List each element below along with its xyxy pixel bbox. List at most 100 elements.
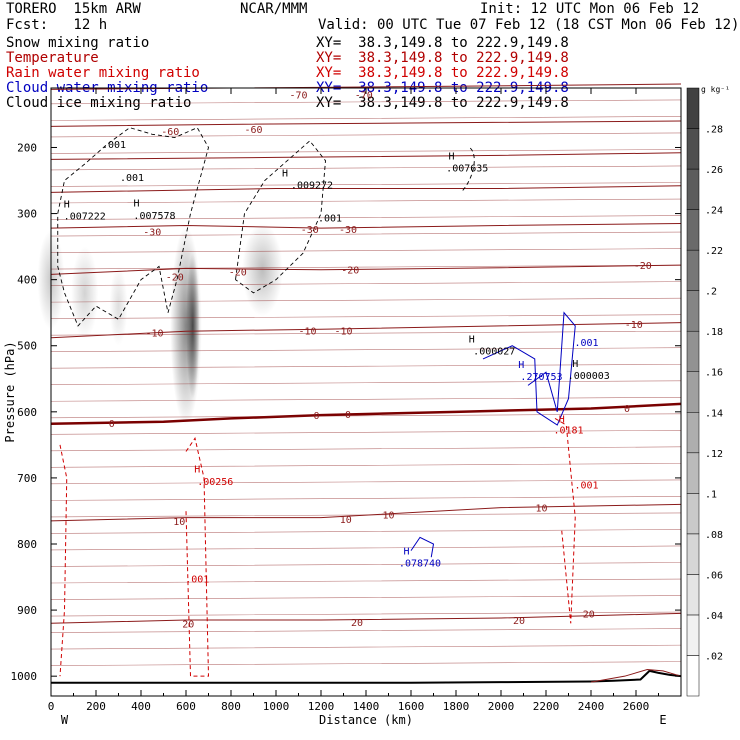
maximum-label: .001 [574,481,598,492]
maximum-label: .001 [120,173,144,184]
maximum-label: H [64,200,70,211]
temperature-contour [50,380,682,386]
temperature-label: -60 [244,125,262,136]
temperature-contour [50,496,682,501]
fcst-hour: Fcst: 12 h [6,17,108,33]
temperature-contour [50,322,682,339]
west-label: W [61,713,69,727]
maximum-label: .001 [185,574,209,585]
temperature-contour [50,512,682,518]
temperature-contour [50,545,682,551]
temperature-label: 20 [351,618,363,629]
temperature-contour [50,402,682,425]
x-tick-label: 2000 [488,700,515,713]
model-title: TORERO 15km ARW [6,1,141,17]
maximum-label: .007222 [64,212,106,223]
snow-shading-blob [242,223,283,316]
temperature-contour [50,413,682,419]
x-tick-label: 1000 [263,700,290,713]
colorbar-unit: g kg⁻¹ [701,85,730,94]
field-xy: XY= 38.3,149.8 to 222.9,149.8 [316,95,569,111]
maximum-label: H [559,414,565,425]
temperature-contour [50,479,682,485]
maximum-label: .001 [318,214,342,225]
temperature-contour [50,503,682,522]
maximum-label: .007578 [133,211,175,222]
maximum-label: .000027 [473,346,515,357]
maximum-label: .001 [574,338,598,349]
temperature-label: 20 [182,619,194,630]
colorbar-tick-label: .14 [705,408,723,419]
colorbar-tick-label: .18 [705,327,723,338]
maximum-label: .009272 [291,180,333,191]
x-tick-label: 2600 [623,700,650,713]
colorbar-segment [686,533,700,575]
field-name: Snow mixing ratio [6,35,150,51]
rain-contour [59,444,68,677]
temperature-label: -20 [341,266,359,277]
temperature-label: -60 [161,127,179,138]
field-xy: XY= 38.3,149.8 to 222.9,149.8 [316,35,569,51]
temperature-label: -20 [166,272,184,283]
init-time: Init: 12 UTC Mon 06 Feb 12 [480,1,700,17]
field-xy: XY= 38.3,149.8 to 222.9,149.8 [316,65,569,81]
colorbar-segment [686,412,700,454]
temperature-label: -30 [339,225,357,236]
y-tick-label: 400 [17,274,37,287]
temperature-contour [50,446,682,452]
temperature-label: 20 [513,616,525,627]
y-tick-label: 800 [17,538,37,551]
temperature-contour [50,529,682,534]
maximum-label: H [448,151,454,162]
colorbar-tick-label: .22 [705,246,723,257]
valid-time: Valid: 00 UTC Tue 07 Feb 12 (18 CST Mon … [318,17,740,33]
temperature-label: 10 [382,510,394,521]
temperature-label: -30 [143,227,161,238]
temperature-contour [50,149,682,154]
cloud-water-contour [410,536,435,558]
cloud-ice-contour [57,127,209,327]
x-tick-label: 2400 [578,700,605,713]
maximum-label: H [572,359,578,370]
temperature-contour [50,578,682,584]
x-axis-label: Distance (km) [319,713,413,727]
x-tick-label: 1400 [353,700,380,713]
x-tick-label: 600 [176,700,196,713]
colorbar-segment [686,574,700,616]
colorbar-segment [686,87,700,129]
snow-shading-blob [186,253,200,399]
temperature-label: -70 [289,91,307,102]
temperature-label: 0 [624,404,630,415]
temperature-label: 10 [173,517,185,528]
x-tick-label: 0 [48,700,55,713]
y-tick-label: 1000 [11,670,38,683]
colorbar-segment [686,330,700,372]
temperature-label: -30 [301,225,319,236]
maximum-label: .078740 [399,559,441,570]
maximum-label: H [403,547,409,558]
temperature-contour [50,99,682,105]
field-name: Temperature [6,50,99,66]
temperature-contour [50,264,682,275]
temperature-contour [50,347,682,352]
temperature-contour [50,165,682,171]
temperature-contour [50,611,682,617]
temperature-contour [50,661,682,666]
field-xy: XY= 38.3,149.8 to 222.9,149.8 [316,50,569,66]
temperature-contour [50,182,682,187]
temperature-contour [50,644,682,650]
temperature-contour [50,612,682,624]
snow-shading-blob [109,266,128,346]
snow-shading-blob [71,246,99,340]
temperature-label: 10 [535,504,547,515]
maximum-label: H [518,360,524,371]
colorbar-tick-label: .02 [705,651,723,662]
temperature-contour [50,248,682,253]
maximum-label: .0181 [553,426,583,437]
colorbar-tick-label: .28 [705,125,723,136]
x-tick-label: 200 [86,700,106,713]
y-tick-label: 600 [17,406,37,419]
plot-frame [50,87,682,697]
colorbar-segment [686,452,700,494]
